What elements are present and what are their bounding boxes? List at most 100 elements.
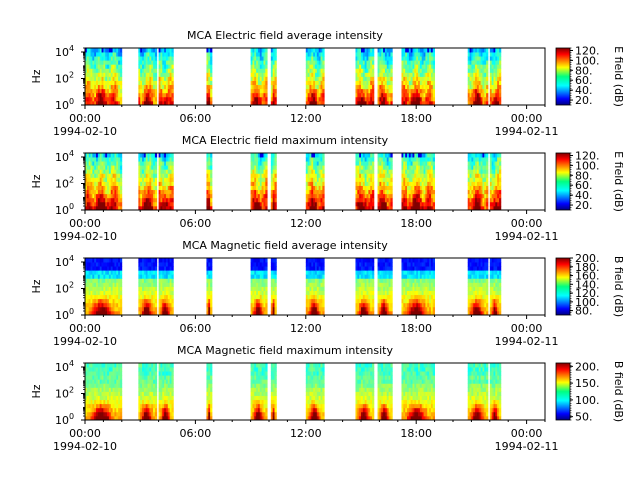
heatmap-cell [101,96,104,102]
heatmap-cell [416,84,419,90]
heatmap-cell [254,165,257,170]
heatmap-cell [210,88,213,94]
heatmap-cell [92,185,95,191]
heatmap-cell [147,181,150,186]
heatmap-cell [210,298,213,304]
panel-title: MCA Electric field maximum intensity [182,134,389,147]
heatmap-cell [138,56,141,61]
heatmap-cell [153,68,156,73]
heatmap-cell [119,262,123,267]
heatmap-cell [259,205,263,211]
heatmap-cell [171,201,174,207]
heatmap-cell [272,72,275,77]
heatmap-cell [138,84,141,90]
heatmap-cell [97,76,101,81]
heatmap-cell [263,161,266,166]
heatmap-cell [112,181,115,186]
heatmap-cell [307,80,310,86]
heatmap-cell [381,56,384,61]
heatmap-cell [386,193,389,199]
heatmap-cell [322,64,325,69]
heatmap-cell [384,64,388,69]
heatmap-cell [151,68,154,73]
heatmap-cell [408,88,412,94]
heatmap-cell [151,92,154,98]
heatmap-cell [405,169,408,174]
heatmap-cell [476,48,480,53]
heatmap-cell [153,173,156,178]
heatmap-cell [265,100,268,106]
heatmap-cell [316,64,320,69]
heatmap-cell [480,76,483,81]
heatmap-cell [261,181,264,186]
heatmap-cell [429,100,432,106]
heatmap-cell [149,181,152,186]
heatmap-cell [322,88,325,94]
heatmap-cell [138,161,141,166]
heatmap-cell [497,48,500,53]
heatmap-cell [495,92,498,98]
heatmap-cell [361,88,364,94]
heatmap-cell [274,274,277,279]
heatmap-cell [149,88,152,94]
heatmap-cell [370,205,373,211]
heatmap-cell [250,100,253,106]
heatmap-cell [257,92,261,98]
heatmap-cell [408,173,412,178]
heatmap-cell [254,193,257,199]
heatmap-cell [320,64,323,69]
heatmap-cell [497,88,500,94]
heatmap-cell [407,157,410,162]
heatmap-cell [105,80,108,86]
heatmap-cell [143,96,147,102]
heatmap-cell [407,197,410,203]
heatmap-cell [206,201,209,207]
heatmap-cell [318,157,321,162]
heatmap-cell [160,201,163,207]
heatmap-cell [162,161,165,166]
heatmap-cell [407,92,410,98]
heatmap-cell [421,80,424,86]
heatmap-cell [357,185,360,191]
heatmap-cell [486,173,489,178]
heatmap-cell [421,84,424,90]
heatmap-cell [142,189,145,195]
heatmap-cell [254,181,257,186]
heatmap-cell [210,68,213,73]
heatmap-cell [362,165,366,170]
heatmap-cell [491,68,494,73]
heatmap-cell [390,48,393,53]
heatmap-cell [116,56,119,61]
heatmap-cell [482,48,485,53]
heatmap-cell [322,282,325,287]
heatmap-cell [364,173,367,178]
heatmap-cell [160,72,163,77]
heatmap-cell [305,76,309,81]
heatmap-cell [112,205,115,211]
heatmap-cell [372,64,375,69]
heatmap-cell [151,161,154,166]
heatmap-cell [311,80,314,86]
heatmap-cell [110,52,113,57]
heatmap-cell [307,185,310,191]
heatmap-cell [403,52,406,57]
heatmap-cell [315,48,318,53]
heatmap-cell [430,48,434,53]
heatmap-cell [430,96,434,102]
heatmap-cell [311,201,314,207]
heatmap-cell [401,48,404,53]
heatmap-cell [263,205,266,211]
heatmap-cell [97,157,101,162]
heatmap-cell [208,177,211,182]
heatmap-cell [482,100,485,106]
heatmap-cell [206,72,209,77]
heatmap-cell [142,64,145,69]
heatmap-cell [316,56,320,61]
heatmap-cell [257,56,261,61]
heatmap-cell [90,185,93,191]
heatmap-cell [265,88,268,94]
heatmap-cell [315,177,318,182]
heatmap-cell [154,205,158,211]
heatmap-cell [361,157,364,162]
heatmap-cell [384,72,388,77]
